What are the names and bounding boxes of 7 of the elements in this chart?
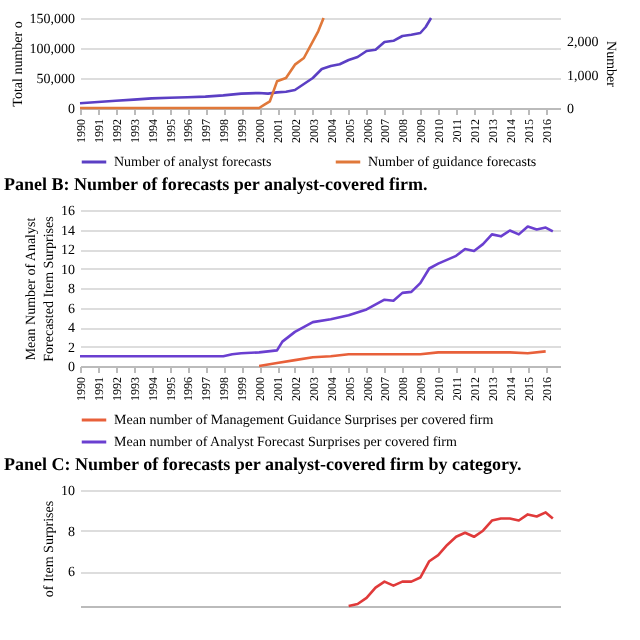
line-series [78,16,433,105]
line-series [78,16,325,110]
line-series [78,225,555,358]
line-series [257,350,547,368]
line-series [347,511,555,608]
chart-title: Panel C: Number of forecasts per analyst-covered firm by category. [4,454,522,474]
chart-title: Panel B: Number of forecasts per analyst-covered firm. [4,174,428,194]
